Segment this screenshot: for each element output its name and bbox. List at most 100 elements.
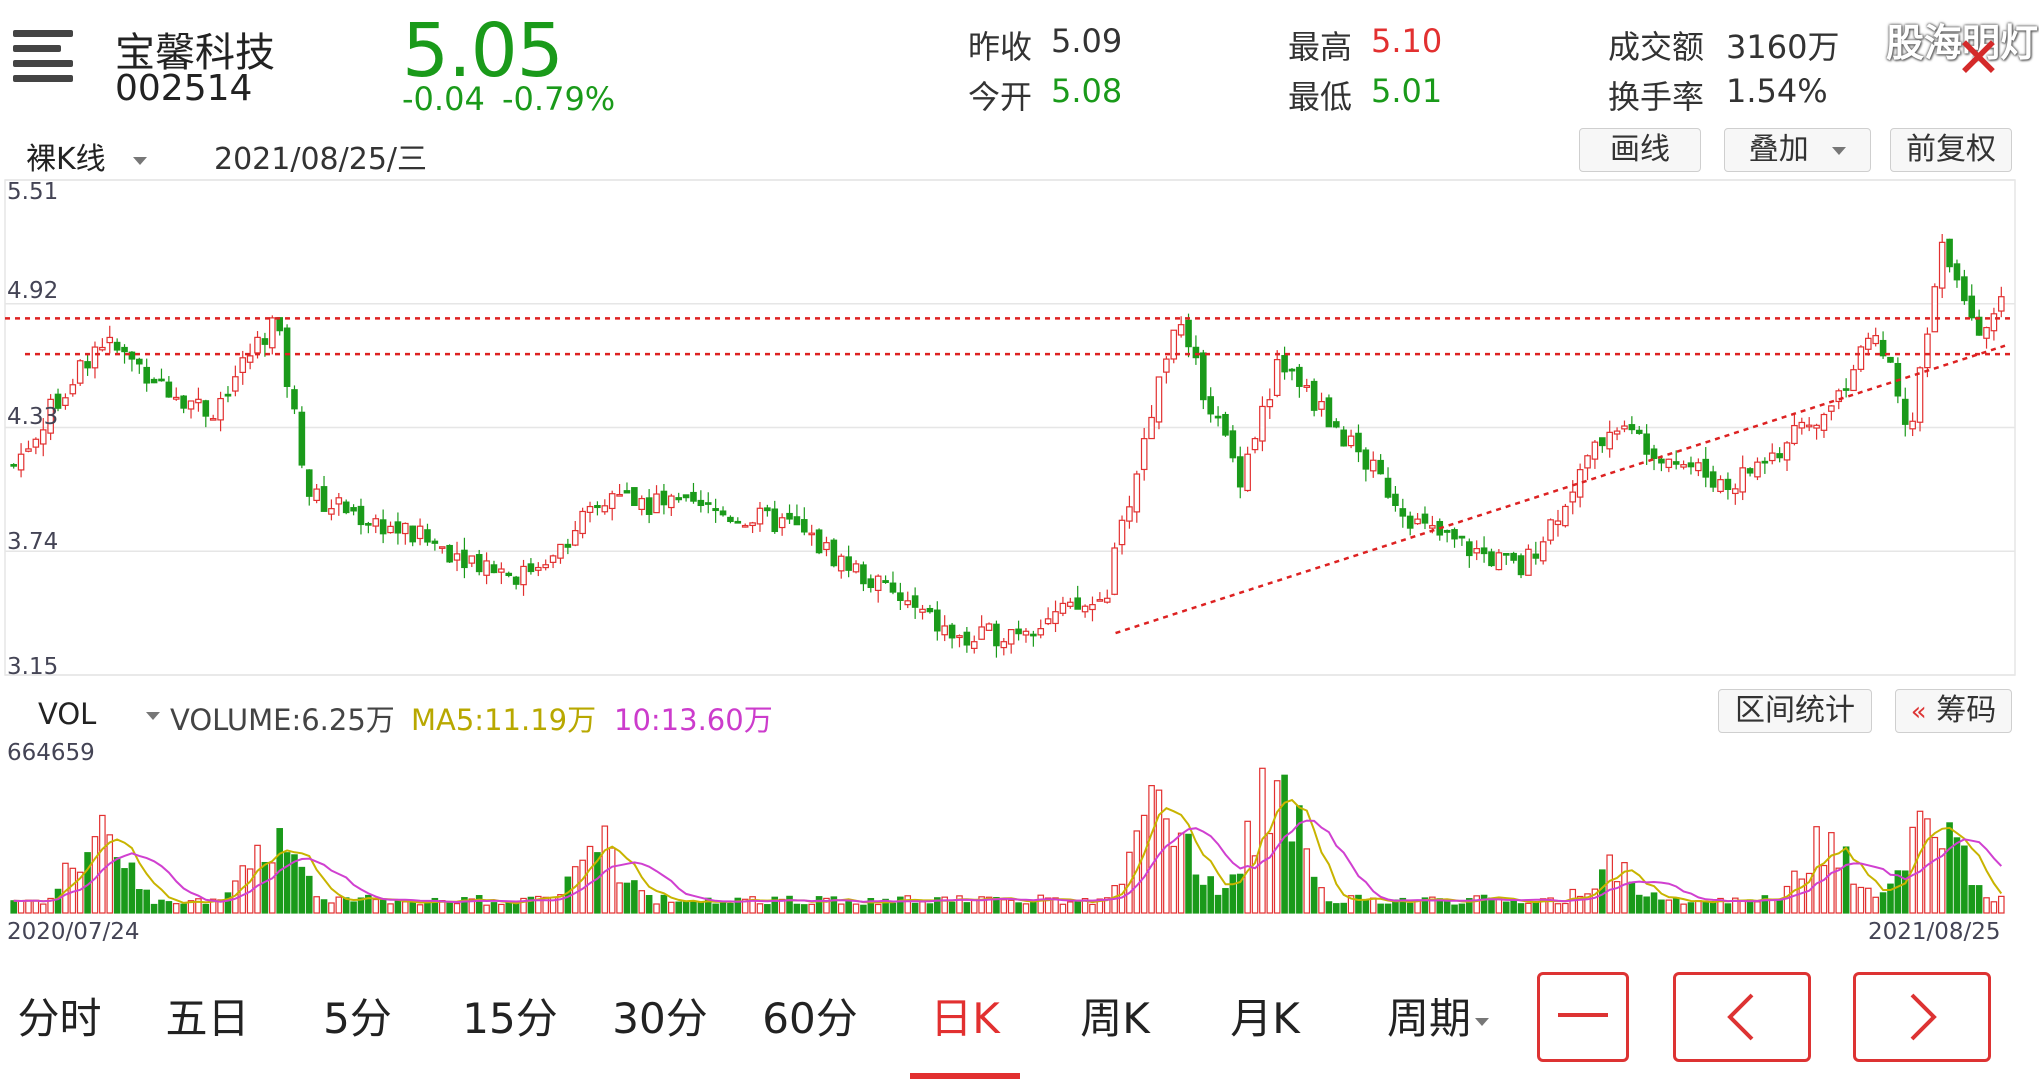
tab-intraday[interactable]: 分时 [17,994,102,1043]
volume-bar [1384,903,1392,914]
volume-bar [1170,845,1178,914]
tab-period[interactable]: 周期 [1358,985,1518,1046]
candle [1525,544,1532,576]
prev-close-value: 5.09 [1051,22,1123,60]
volume-bar [1532,900,1540,914]
tab-monthly[interactable]: 月K [1230,994,1300,1043]
candlestick-chart[interactable] [0,175,2039,685]
volume-bar [764,904,771,914]
tab-daily[interactable]: 日K [930,994,1000,1043]
candle [1207,387,1214,423]
candle [1015,620,1022,641]
volume-bar [416,904,424,914]
volume-bar [1037,894,1045,914]
candle [1140,427,1148,481]
candle [1177,316,1185,338]
tab-15min[interactable]: 15分 [462,994,558,1043]
tab-5min[interactable]: 5分 [323,994,392,1043]
volume-bar [1296,805,1303,914]
volume-bar [756,903,764,914]
volume-bar [1347,895,1355,914]
volume-chart[interactable] [0,738,2039,918]
tab-30min[interactable]: 30分 [612,994,708,1043]
candle [1495,549,1503,571]
candle [874,574,882,603]
volume-bar [1776,899,1783,914]
candle [128,351,136,372]
candle [1857,345,1865,372]
candle [1724,472,1732,500]
candle [1599,437,1606,453]
volume-bar [128,862,136,914]
draw-line-button[interactable]: 画线 [1579,128,1701,172]
tab-60min[interactable]: 60分 [762,994,858,1043]
volume-bar [889,902,897,914]
candle [328,499,335,521]
candle [1488,548,1495,567]
menu-icon[interactable] [13,30,73,85]
volume-bar [1916,810,1924,914]
candle [675,492,682,503]
low-value: 5.01 [1371,72,1443,110]
volume-bar [1798,878,1806,914]
candle [269,315,276,355]
candle [1362,447,1370,482]
candle [47,394,54,441]
volume-bar [1813,826,1820,914]
chips-button[interactable]: « 筹码 [1895,689,2012,733]
candle [409,525,416,547]
candle [1901,387,1909,437]
volume-bar [1953,837,1961,914]
candle [54,388,62,412]
stock-name: 宝馨科技 [115,30,275,76]
candle [1547,518,1554,545]
candle [1872,327,1879,347]
volume-bar [283,852,291,914]
volume-bar [150,903,158,914]
volume-bar [1562,902,1569,914]
candle [1126,495,1133,529]
volume-bar [158,899,165,914]
volume-bar [978,896,985,914]
candle [387,521,394,534]
volume-bar [1192,874,1200,914]
candle [246,343,254,370]
candle [1650,444,1658,471]
candle [852,560,860,574]
interval-stats-button[interactable]: 区间统计 [1718,689,1872,733]
candle [1554,509,1562,537]
scroll-right-button[interactable] [1853,972,1991,1062]
candle [1325,394,1333,428]
candle [1096,592,1104,602]
close-icon[interactable]: ✕ [1955,26,2002,91]
chevron-left-icon [1727,993,1754,1041]
candle [1333,418,1340,429]
candle [1517,553,1525,579]
volume-bar [1451,904,1458,914]
scroll-left-button[interactable] [1673,972,1811,1062]
volume-bar [1251,855,1259,914]
volume-axis-max: 664659 [7,740,95,766]
adjust-button[interactable]: 前复权 [1890,128,2012,172]
zoom-out-button[interactable] [1537,972,1629,1062]
candle [475,549,483,576]
volume-bar [1887,883,1894,914]
indicator-dropdown[interactable]: VOL [38,697,160,731]
candle [39,418,47,457]
chevron-down-icon [145,712,160,720]
tab-five-day[interactable]: 五日 [165,994,250,1043]
candle [1347,429,1355,449]
kline-type-dropdown[interactable]: 裸K线 [26,134,148,178]
overlay-dropdown[interactable]: 叠加 [1724,128,1871,172]
volume-bar [608,847,616,914]
volume-bar [224,892,232,914]
active-tab-indicator [910,1073,1020,1079]
candle [1414,513,1421,525]
watermark-text: 股海明灯 [1886,21,2039,65]
volume-value: 6.25万 [301,703,395,737]
candle [660,483,668,515]
candle [1133,470,1141,523]
volume-bar [1185,833,1192,914]
candle [520,559,527,596]
tab-weekly[interactable]: 周K [1080,994,1150,1043]
